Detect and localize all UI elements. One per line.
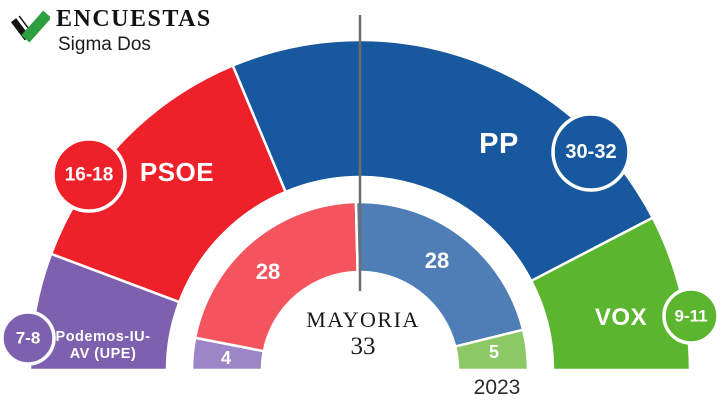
pp-label: PP (479, 128, 519, 160)
vox-label: VOX (595, 304, 647, 331)
psoe-label: PSOE (140, 157, 214, 187)
pp-range-badge (551, 112, 631, 192)
pp-range-value: 30-32 (565, 141, 616, 163)
brand-subtitle: Sigma Dos (58, 34, 151, 56)
pp-2023-seats: 28 (425, 248, 449, 273)
vox-range-value: 9-11 (674, 307, 707, 326)
psoe-range-value: 16-18 (65, 165, 114, 186)
podemos-2023-seats: 4 (221, 348, 231, 368)
vox-poll-segment (529, 216, 692, 372)
psoe-range-badge (51, 137, 127, 213)
brand-name: ENCUESTAS (56, 6, 212, 32)
pp-poll-segment (231, 38, 655, 283)
podemos-range-value: 7-8 (16, 329, 41, 348)
checkmark-logo-icon (10, 10, 50, 43)
inner-ring-year-label: 2023 (474, 376, 521, 399)
brand-text-block: ENCUESTAS Sigma Dos (56, 6, 212, 56)
psoe-2023-seats: 28 (256, 259, 280, 284)
brand-header: ENCUESTAS Sigma Dos (8, 6, 212, 56)
psoe-2023-segment (193, 200, 359, 353)
majority-label: MAYORIA (306, 307, 420, 332)
podemos-range-badge (0, 310, 56, 366)
vox-2023-seats: 5 (489, 342, 499, 362)
checkmark-right-stroke (21, 10, 50, 43)
vox-2023-segment (453, 328, 530, 372)
pp-2023-segment (354, 200, 525, 348)
podemos-label: Podemos-IU-AV (UPE) (56, 329, 151, 362)
vox-range-badge (662, 287, 720, 345)
majority-value: 33 (351, 333, 376, 360)
